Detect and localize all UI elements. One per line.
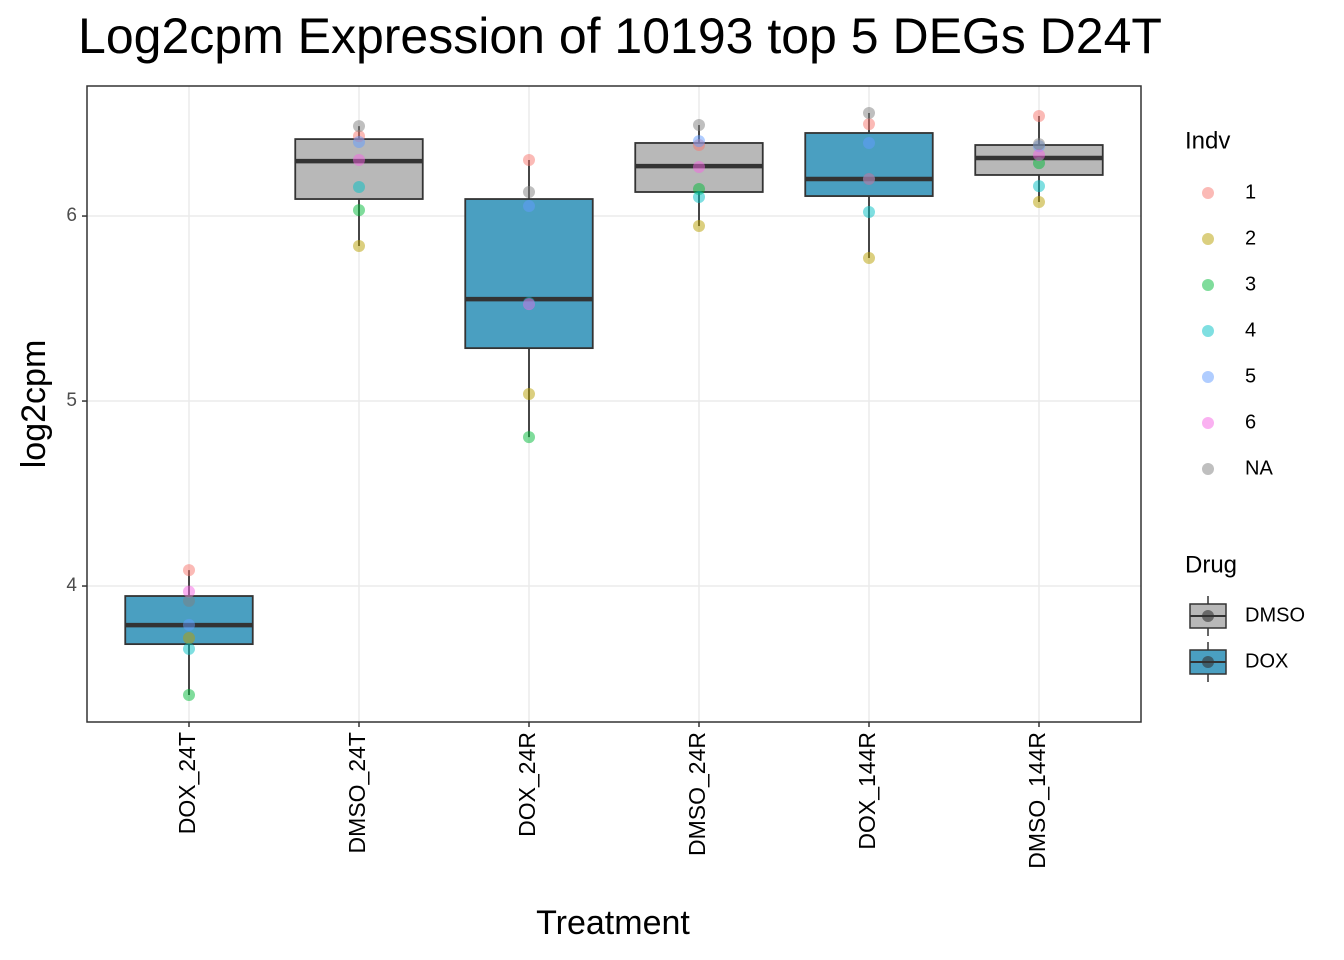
legend-swatch [1202, 610, 1214, 622]
point [523, 298, 535, 311]
point [523, 186, 535, 198]
point [353, 204, 365, 217]
legend-label: NA [1245, 457, 1273, 479]
legend-swatch [1202, 463, 1214, 475]
legend-label: DMSO [1245, 604, 1305, 626]
point [523, 431, 535, 444]
point [183, 564, 195, 577]
x-tick-label: DOX_24R [514, 732, 540, 837]
point [183, 618, 195, 631]
point [693, 119, 705, 132]
point [1033, 195, 1045, 208]
point [353, 181, 365, 194]
point [353, 240, 365, 253]
point [863, 252, 875, 265]
box [464, 198, 594, 350]
point [693, 190, 705, 203]
legend-swatch [1202, 371, 1214, 383]
y-tick-label: 4 [66, 575, 77, 596]
y-tick-label: 6 [66, 205, 77, 226]
x-tick-label: DMSO_24T [344, 732, 370, 853]
y-tick-label: 5 [66, 390, 77, 411]
point [523, 200, 535, 213]
legend-title: Drug [1185, 551, 1237, 578]
legend-swatch [1202, 417, 1214, 429]
point [1033, 180, 1045, 193]
legend-swatch [1202, 325, 1214, 337]
legend-label: 2 [1245, 227, 1256, 249]
x-tick-label: DOX_144R [854, 732, 880, 850]
point [863, 136, 875, 149]
legend-title: Indv [1185, 127, 1230, 154]
point [183, 642, 195, 655]
x-tick-label: DMSO_144R [1024, 732, 1050, 869]
legend-swatch [1202, 656, 1214, 668]
point [183, 632, 195, 645]
point [1033, 109, 1045, 122]
legend-swatch [1202, 279, 1214, 291]
panel-border [86, 85, 1142, 723]
x-tick-label: DOX_24T [174, 732, 200, 834]
point [863, 107, 875, 120]
legend-label: 4 [1245, 319, 1256, 341]
point [1033, 149, 1045, 162]
point [523, 153, 535, 166]
point [183, 688, 195, 701]
x-axis-label: Treatment [536, 904, 690, 942]
chart-title: Log2cpm Expression of 10193 top 5 DEGs D… [78, 8, 1162, 64]
point [693, 220, 705, 233]
point [863, 173, 875, 186]
point [863, 118, 875, 131]
point [1033, 138, 1045, 151]
y-axis-label: log2cpm [15, 340, 53, 469]
point [183, 585, 195, 598]
point [693, 161, 705, 174]
x-tick-label: DMSO_24R [684, 732, 710, 856]
point [693, 135, 705, 148]
legend-label: 1 [1245, 181, 1256, 203]
point [523, 388, 535, 401]
legend-label: 5 [1245, 365, 1256, 387]
point [863, 205, 875, 218]
legend-swatch [1202, 187, 1214, 199]
point [353, 120, 365, 133]
legend-label: 6 [1245, 411, 1256, 433]
point [183, 594, 195, 607]
legend-label: 3 [1245, 273, 1256, 295]
box [804, 132, 934, 197]
point [353, 136, 365, 149]
legend-label: DOX [1245, 650, 1288, 672]
legend-swatch [1202, 233, 1214, 245]
point [353, 153, 365, 166]
